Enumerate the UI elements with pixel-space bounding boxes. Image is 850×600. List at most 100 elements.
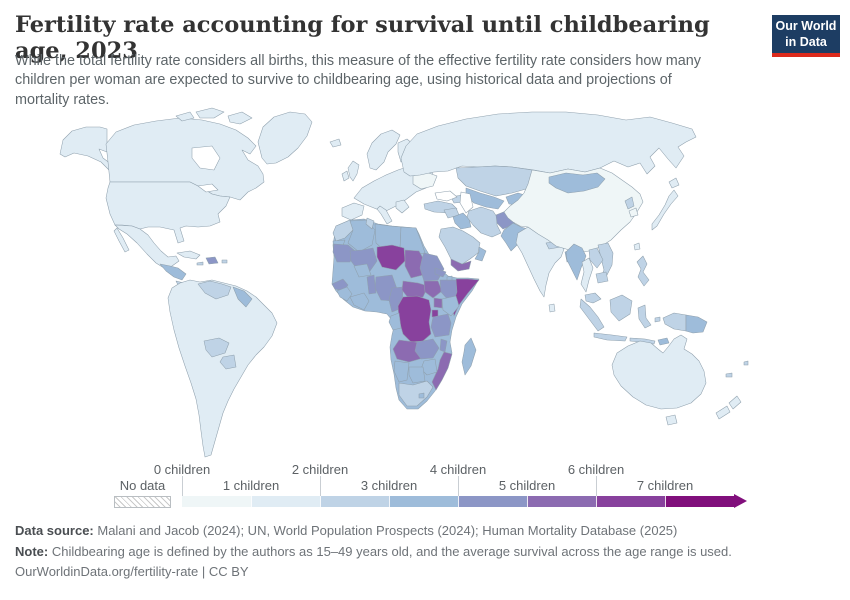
region-south-america[interactable] [167, 279, 278, 458]
country-japan[interactable] [651, 189, 679, 231]
legend-color-bar [182, 496, 734, 507]
legend-tick-label-1: 1 children [222, 478, 280, 493]
indonesia-borneo[interactable] [609, 294, 633, 322]
country-bolivia[interactable] [203, 337, 230, 358]
country-central-african-republic[interactable] [401, 280, 429, 300]
country-timor[interactable] [657, 337, 670, 346]
no-data-swatch[interactable] [114, 496, 171, 508]
country-papua-new-guinea[interactable] [685, 314, 708, 334]
region-guyanas[interactable] [232, 286, 253, 308]
country-morocco[interactable] [332, 219, 355, 242]
country-sri-lanka[interactable] [548, 303, 556, 313]
legend-bin-1[interactable] [251, 496, 320, 507]
country-tunisia[interactable] [365, 217, 375, 230]
arctic-island[interactable] [227, 111, 253, 125]
country-fiji[interactable] [743, 360, 749, 366]
new-zealand-south-island[interactable] [715, 405, 731, 420]
country-mongolia[interactable] [548, 172, 606, 194]
country-botswana[interactable] [408, 366, 426, 384]
country-iran[interactable] [466, 206, 502, 238]
country-greenland[interactable] [257, 111, 313, 165]
caspian-sea-water [459, 191, 474, 214]
country-tanzania[interactable] [430, 313, 452, 338]
legend-bin-6[interactable] [596, 496, 665, 507]
indonesia-maluku[interactable] [654, 316, 661, 323]
country-zambia[interactable] [414, 338, 440, 360]
country-jamaica[interactable] [196, 261, 204, 266]
country-oman[interactable] [474, 246, 487, 262]
country-namibia[interactable] [393, 360, 410, 383]
country-italy[interactable] [376, 205, 393, 225]
country-malaysia[interactable] [584, 292, 602, 304]
country-philippines[interactable] [636, 255, 650, 287]
country-alaska[interactable] [59, 126, 118, 172]
region-balkans[interactable] [395, 199, 410, 214]
country-thailand[interactable] [580, 257, 594, 293]
country-mauritania[interactable] [332, 243, 356, 263]
country-united-kingdom[interactable] [347, 160, 360, 182]
new-zealand-north-island[interactable] [728, 395, 742, 410]
indonesia-west-papua[interactable] [662, 312, 687, 332]
baja-california[interactable] [113, 227, 130, 253]
country-russia[interactable] [400, 111, 697, 177]
owid-logo[interactable]: Our World in Data [772, 15, 840, 58]
country-mali[interactable] [349, 247, 378, 272]
country-laos[interactable] [588, 247, 604, 269]
country-south-korea[interactable] [628, 207, 639, 218]
country-djibouti[interactable] [446, 275, 453, 281]
country-madagascar[interactable] [461, 337, 477, 376]
region-togo-benin[interactable] [366, 274, 377, 295]
region-congo-gabon[interactable] [388, 312, 402, 331]
hudson-bay-water [191, 145, 221, 171]
country-lesotho[interactable] [418, 392, 425, 399]
country-yemen[interactable] [450, 258, 472, 272]
country-kenya[interactable] [441, 295, 460, 317]
page-title: Fertility rate accounting for survival u… [15, 12, 710, 64]
country-mozambique[interactable] [431, 351, 453, 391]
indonesia-sulawesi[interactable] [637, 304, 652, 329]
indonesia-java[interactable] [593, 332, 628, 342]
legend-tick-label-0: 0 children [153, 462, 211, 477]
australia-tasmania[interactable] [665, 414, 678, 426]
japan-hokkaido[interactable] [668, 177, 680, 189]
great-lakes-water [197, 183, 219, 193]
country-mexico[interactable] [114, 224, 180, 269]
country-saudi-arabia[interactable] [438, 226, 481, 266]
country-cuba[interactable] [176, 250, 201, 260]
country-ireland[interactable] [341, 170, 350, 182]
arctic-island[interactable] [175, 111, 195, 122]
country-australia[interactable] [611, 334, 707, 410]
country-eritrea[interactable] [434, 267, 447, 278]
legend-bin-7[interactable] [665, 496, 734, 507]
country-venezuela[interactable] [197, 280, 232, 300]
country-puerto-rico[interactable] [221, 259, 228, 264]
chart-subtitle: While the total fertility rate considers… [15, 53, 701, 108]
country-niger[interactable] [376, 244, 406, 271]
indonesia-sumatra[interactable] [579, 298, 605, 332]
country-iceland[interactable] [329, 138, 342, 148]
region-iberia[interactable] [341, 202, 365, 221]
legend-bin-0[interactable] [182, 496, 251, 507]
legend-bin-4[interactable] [458, 496, 527, 507]
country-taiwan[interactable] [633, 242, 641, 251]
country-guinea[interactable] [336, 286, 353, 302]
legend-bin-5[interactable] [527, 496, 596, 507]
country-north-korea[interactable] [624, 196, 635, 210]
country-paraguay[interactable] [219, 354, 237, 370]
owid-logo-text: Our World in Data [775, 19, 837, 49]
country-hispaniola[interactable] [205, 256, 219, 265]
country-south-sudan[interactable] [423, 280, 443, 299]
country-iraq[interactable] [452, 212, 472, 230]
country-cambodia[interactable] [595, 271, 609, 284]
country-myanmar[interactable] [565, 243, 587, 281]
region-cote-divoire-ghana[interactable] [349, 292, 370, 311]
legend-bin-3[interactable] [389, 496, 458, 507]
country-guatemala-honduras[interactable] [159, 263, 187, 281]
country-south-africa[interactable] [398, 380, 434, 407]
arctic-island[interactable] [195, 107, 225, 119]
country-uganda[interactable] [433, 297, 443, 309]
country-new-caledonia[interactable] [725, 372, 733, 378]
country-burkina-faso[interactable] [353, 263, 372, 278]
legend-bin-2[interactable] [320, 496, 389, 507]
region-scandinavia[interactable] [366, 129, 401, 171]
